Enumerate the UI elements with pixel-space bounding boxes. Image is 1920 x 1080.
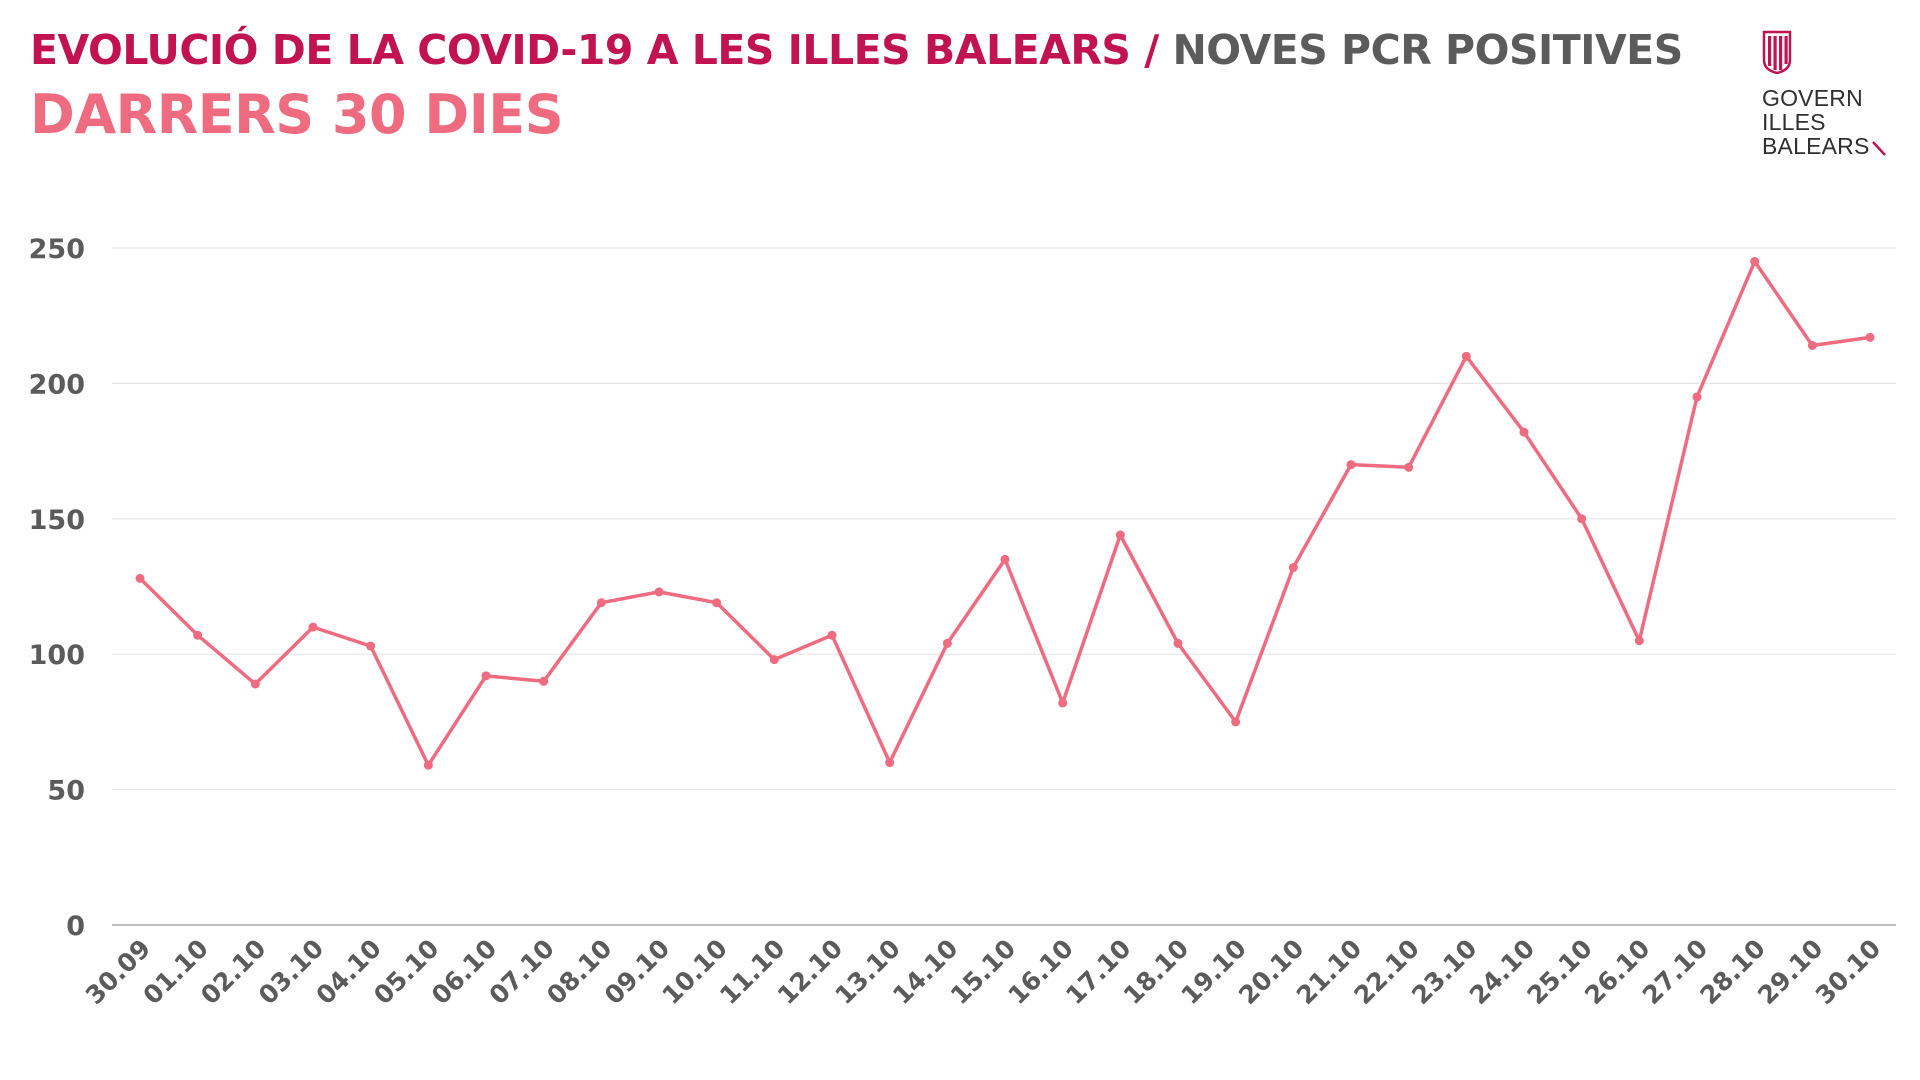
data-point — [1346, 460, 1356, 470]
x-tick-label: 05.10 — [368, 934, 444, 1010]
data-point — [1000, 554, 1010, 564]
x-tick-label: 22.10 — [1348, 934, 1424, 1010]
header: EVOLUCIÓ DE LA COVID-19 A LES ILLES BALE… — [30, 22, 1683, 150]
data-point — [308, 622, 318, 632]
data-point — [1461, 351, 1471, 361]
x-tick-label: 06.10 — [426, 934, 502, 1010]
logo-line-illes: ILLES — [1762, 109, 1826, 135]
x-tick-label: 17.10 — [1060, 934, 1136, 1010]
x-tick-label: 30.09 — [80, 934, 156, 1010]
data-point — [1577, 514, 1587, 524]
x-tick-label: 12.10 — [772, 934, 848, 1010]
data-point — [1231, 717, 1241, 727]
data-point — [1692, 392, 1702, 402]
data-point — [1115, 530, 1125, 540]
x-tick-label: 01.10 — [137, 934, 213, 1010]
data-point — [423, 760, 433, 770]
data-point — [654, 587, 664, 597]
x-tick-label: 07.10 — [483, 934, 559, 1010]
series-line-path — [138, 259, 1872, 767]
coat-of-arms-icon — [1762, 30, 1792, 74]
x-tick-label: 14.10 — [887, 934, 963, 1010]
x-tick-label: 29.10 — [1752, 934, 1828, 1010]
x-tick-label: 16.10 — [1002, 934, 1078, 1010]
x-tick-label: 18.10 — [1118, 934, 1194, 1010]
chart-subtitle: DARRERS 30 DIES — [30, 83, 564, 146]
logo-slash-icon — [1871, 141, 1886, 156]
y-tick-label: 100 — [29, 640, 85, 671]
x-tick-label: 20.10 — [1233, 934, 1309, 1010]
logo-text: GOVERN ILLES BALEARS — [1762, 85, 1886, 159]
x-tick-label: 23.10 — [1406, 934, 1482, 1010]
data-point — [1288, 563, 1298, 573]
logo-line-balears-text: BALEARS — [1762, 133, 1870, 159]
data-point — [366, 641, 376, 651]
x-tick-label: 26.10 — [1579, 934, 1655, 1010]
y-tick-label: 50 — [47, 776, 85, 807]
x-tick-label: 15.10 — [945, 934, 1021, 1010]
title-main: EVOLUCIÓ DE LA COVID-19 A LES ILLES BALE… — [30, 26, 1131, 74]
data-point — [1634, 636, 1644, 646]
y-tick-label: 200 — [29, 369, 85, 400]
grid-lines — [112, 247, 1896, 926]
data-point — [1404, 462, 1414, 472]
data-point — [135, 573, 145, 583]
data-point — [827, 630, 837, 640]
data-point — [193, 630, 203, 640]
data-point — [885, 758, 895, 768]
data-point — [596, 598, 606, 608]
data-point — [769, 655, 779, 665]
x-tick-label: 10.10 — [656, 934, 732, 1010]
x-tick-label: 13.10 — [829, 934, 905, 1010]
data-point — [1865, 332, 1875, 342]
x-tick-label: 21.10 — [1291, 934, 1367, 1010]
data-point — [1173, 638, 1183, 648]
x-tick-label: 03.10 — [253, 934, 329, 1010]
x-tick-label: 11.10 — [714, 934, 790, 1010]
chart-title: EVOLUCIÓ DE LA COVID-19 A LES ILLES BALE… — [30, 22, 1683, 78]
data-point — [1519, 427, 1529, 437]
title-separator: / — [1130, 26, 1173, 74]
series-points — [135, 257, 1875, 770]
x-tick-label: 27.10 — [1637, 934, 1713, 1010]
data-point — [712, 598, 722, 608]
y-tick-label: 150 — [29, 505, 85, 536]
data-point — [1807, 340, 1817, 350]
x-tick-label: 09.10 — [599, 934, 675, 1010]
data-point — [1750, 257, 1760, 267]
series-line — [138, 259, 1872, 767]
logo-line-govern: GOVERN — [1762, 85, 1863, 111]
x-tick-label: 24.10 — [1464, 934, 1540, 1010]
x-tick-label: 02.10 — [195, 934, 271, 1010]
logo-line-balears: BALEARS — [1762, 133, 1886, 159]
x-tick-label: 08.10 — [541, 934, 617, 1010]
x-tick-label: 04.10 — [310, 934, 386, 1010]
data-point — [1058, 698, 1068, 708]
y-axis-ticks: 0 50 100 150 200 250 — [29, 234, 85, 942]
x-tick-label: 25.10 — [1521, 934, 1597, 1010]
y-tick-label: 0 — [66, 911, 85, 942]
data-point — [942, 638, 952, 648]
data-point — [250, 679, 260, 689]
title-sub: NOVES PCR POSITIVES — [1172, 26, 1683, 74]
x-axis-ticks: 30.0901.1002.1003.1004.1005.1006.1007.10… — [80, 934, 1886, 1010]
data-point — [481, 671, 491, 681]
y-tick-label: 250 — [29, 234, 85, 265]
x-tick-label: 30.10 — [1810, 934, 1886, 1010]
x-tick-label: 28.10 — [1694, 934, 1770, 1010]
data-point — [539, 676, 549, 686]
x-tick-label: 19.10 — [1175, 934, 1251, 1010]
govern-logo: GOVERN ILLES BALEARS — [1762, 30, 1886, 159]
